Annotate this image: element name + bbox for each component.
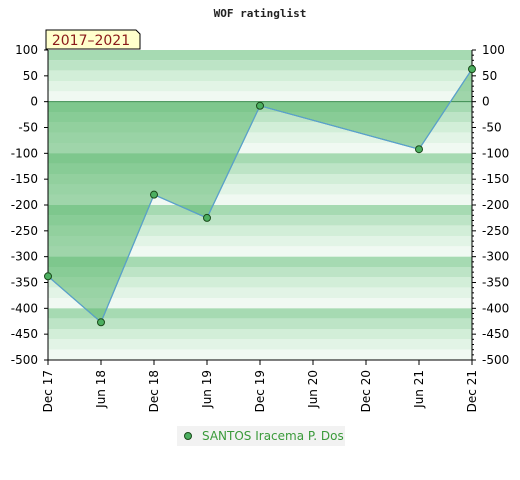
x-tick-label: Jun 19 <box>200 370 214 409</box>
x-tick-label: Jun 21 <box>412 370 426 409</box>
y-tick-label: -450 <box>11 327 38 341</box>
data-point <box>256 101 264 110</box>
y-tick-label: -150 <box>11 172 38 186</box>
y-tick-label-right: -150 <box>482 172 509 186</box>
background-band <box>48 174 472 185</box>
background-band <box>48 194 472 205</box>
y-tick-label: 0 <box>30 95 38 109</box>
y-tick-label: 50 <box>23 69 38 83</box>
y-axis-right: 100 50 0 -50 -100 -150 -200 -250 -300 -350 -400 -45… <box>472 43 509 367</box>
y-axis-left: 100 50 0 -50 -100 -150 -200 -250 -300 -350 -400 -45… <box>11 43 48 367</box>
x-tick-label: Dec 18 <box>147 370 161 412</box>
year-badge: 2017–2021 <box>45 29 141 50</box>
background-band <box>48 122 472 133</box>
y-tick-label-right: 50 <box>482 69 497 83</box>
background-band <box>48 298 472 309</box>
background-band <box>48 50 472 61</box>
background-band <box>48 112 472 123</box>
background-band <box>48 308 472 319</box>
y-tick-label: -350 <box>11 276 38 290</box>
y-tick-label-right: -200 <box>482 198 509 212</box>
y-tick-label: -50 <box>18 121 38 135</box>
y-tick-label-right: -500 <box>482 353 509 367</box>
background-band <box>48 143 472 154</box>
background-band <box>48 153 472 164</box>
background-band <box>48 256 472 267</box>
data-point <box>97 318 105 327</box>
background-band <box>48 236 472 247</box>
y-tick-label: -200 <box>11 198 38 212</box>
y-tick-label: -300 <box>11 250 38 264</box>
legend-label: SANTOS Iracema P. Dos <box>202 429 344 443</box>
y-tick-label-right: -400 <box>482 301 509 315</box>
x-axis: Dec 17 Jun 18 Dec 18 Jun 19 Dec 19 Jun 20 Dec … <box>41 360 479 412</box>
data-point <box>468 65 476 74</box>
background-band <box>48 81 472 92</box>
year-badge-label: 2017–2021 <box>52 33 130 49</box>
x-tick-label: Dec 21 <box>465 370 479 412</box>
y-tick-label: -250 <box>11 224 38 238</box>
data-point <box>44 272 52 281</box>
x-tick-label: Dec 19 <box>253 370 267 412</box>
background-band <box>48 215 472 226</box>
legend[interactable]: SANTOS Iracema P. Dos <box>177 426 345 446</box>
background-bands <box>48 50 472 360</box>
background-band <box>48 287 472 298</box>
y-tick-label-right: -250 <box>482 224 509 238</box>
legend-marker <box>184 432 192 440</box>
y-tick-label-right: -50 <box>482 121 502 135</box>
x-tick-label: Jun 18 <box>94 370 108 409</box>
background-band <box>48 132 472 143</box>
background-band <box>48 163 472 174</box>
data-point <box>415 145 423 154</box>
chart-title: WOF ratinglist <box>214 7 307 20</box>
y-tick-label-right: 0 <box>482 95 490 109</box>
x-tick-label: Dec 17 <box>41 370 55 412</box>
y-tick-label-right: 100 <box>482 43 505 57</box>
y-tick-label: -500 <box>11 353 38 367</box>
background-band <box>48 70 472 81</box>
background-band <box>48 318 472 329</box>
background-band <box>48 225 472 236</box>
x-tick-label: Dec 20 <box>359 370 373 412</box>
background-band <box>48 329 472 340</box>
data-points <box>44 65 476 327</box>
background-band <box>48 205 472 216</box>
y-tick-label-right: -100 <box>482 146 509 160</box>
background-band <box>48 184 472 195</box>
background-band <box>48 267 472 278</box>
y-tick-label-right: -450 <box>482 327 509 341</box>
background-band <box>48 60 472 71</box>
y-tick-label: 100 <box>15 43 38 57</box>
background-band <box>48 349 472 360</box>
y-tick-label-right: -350 <box>482 276 509 290</box>
y-tick-label-right: -300 <box>482 250 509 264</box>
data-point <box>150 190 158 199</box>
background-band <box>48 91 472 102</box>
y-tick-label: -100 <box>11 146 38 160</box>
background-band <box>48 339 472 350</box>
y-tick-label: -400 <box>11 301 38 315</box>
x-tick-label: Jun 20 <box>306 370 320 409</box>
data-point <box>203 213 211 222</box>
background-band <box>48 246 472 257</box>
background-band <box>48 277 472 288</box>
